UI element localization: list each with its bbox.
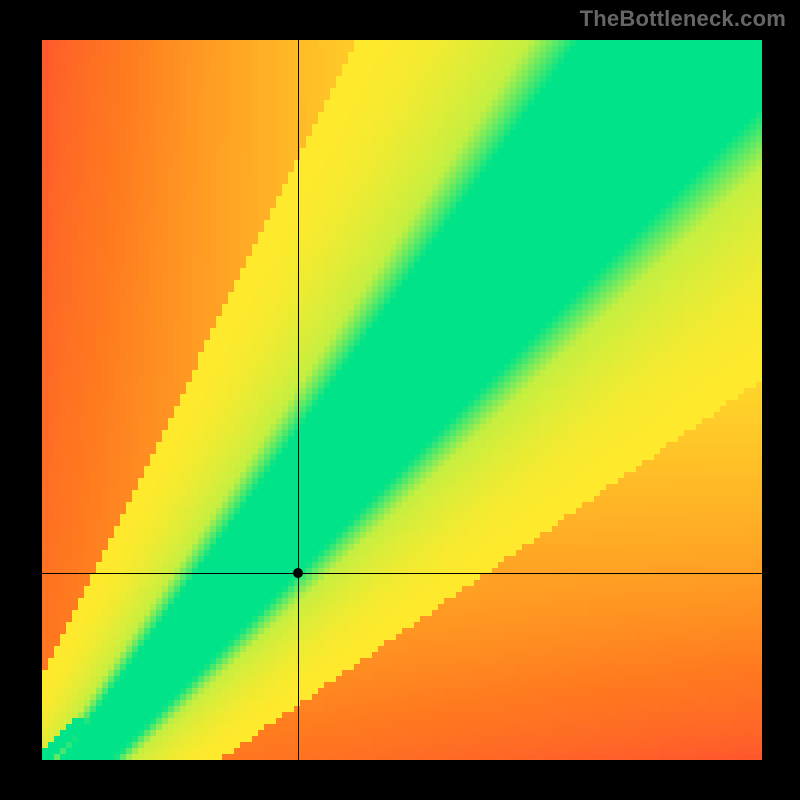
crosshair-marker bbox=[293, 568, 303, 578]
heatmap-canvas bbox=[42, 40, 762, 760]
watermark-text: TheBottleneck.com bbox=[580, 6, 786, 32]
chart-container: TheBottleneck.com bbox=[0, 0, 800, 800]
plot-area bbox=[42, 40, 762, 760]
crosshair-vertical bbox=[298, 40, 299, 760]
crosshair-horizontal bbox=[42, 573, 762, 574]
